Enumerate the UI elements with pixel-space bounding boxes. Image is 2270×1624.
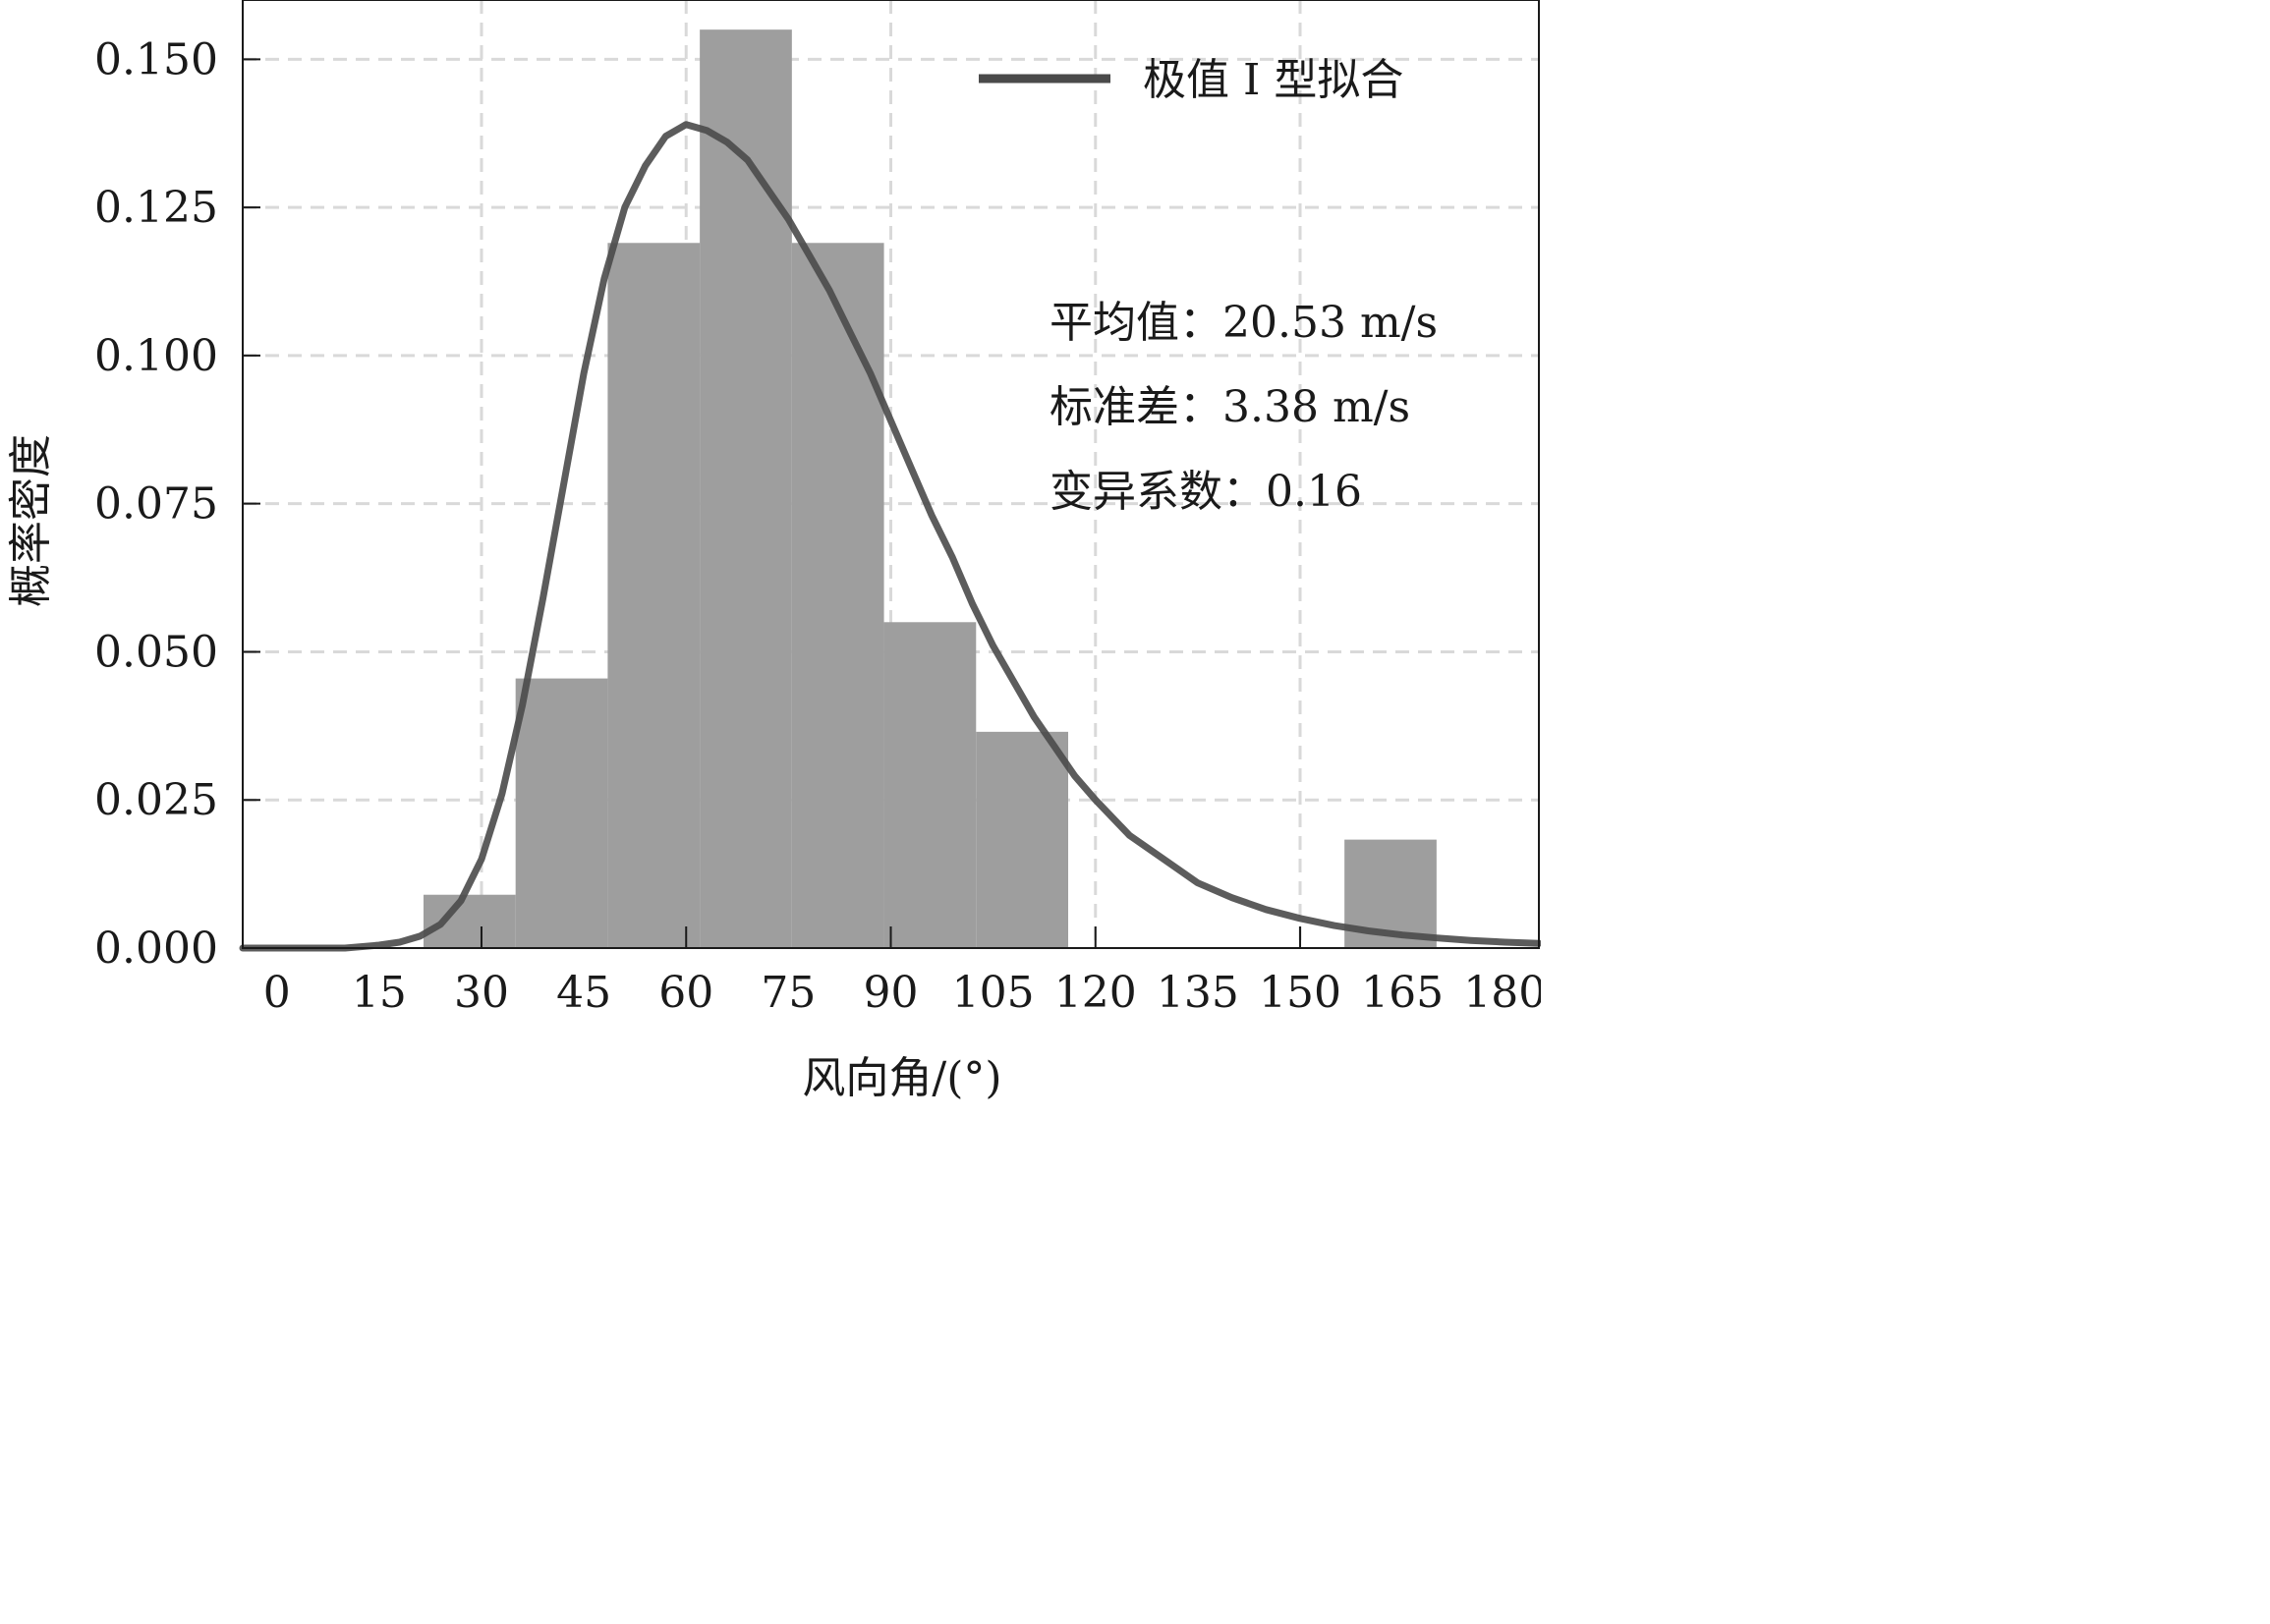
x-tick-label-6: 90 — [864, 968, 919, 1018]
x-tick-label-10: 150 — [1259, 968, 1341, 1018]
x-tick-label-8: 120 — [1054, 968, 1137, 1018]
chart: 0 15 30 45 60 75 90 105 120 135 150 165 180 0.0000.0… — [6, 0, 1541, 1103]
histogram-bar-0 — [423, 894, 516, 948]
histogram-bar-4 — [791, 243, 884, 948]
y-axis-ticks: 0.000 0.025 0.050 0.075 0.100 0.125 0.150 — [94, 34, 260, 974]
x-tick-label-11: 165 — [1361, 968, 1444, 1018]
y-tick-label-1: 0.025 — [94, 775, 218, 825]
y-tick-label-5: 0.125 — [94, 183, 218, 233]
x-tick-label-7: 105 — [952, 968, 1035, 1018]
x-axis-ticks: 0 15 30 45 60 75 90 105 120 135 150 165 180 — [263, 926, 1541, 1018]
legend: 极值 I 型拟合 — [979, 55, 1403, 105]
y-tick-label-2: 0.050 — [94, 627, 218, 677]
x-tick-label-1: 15 — [352, 968, 407, 1018]
legend-label: 极值 I 型拟合 — [1143, 55, 1403, 105]
annotation-cv: 变异系数：0.16 — [1050, 467, 1362, 517]
x-tick-label-4: 60 — [658, 968, 713, 1018]
histogram-bars — [423, 29, 1437, 948]
fit-curve-group — [239, 121, 1541, 952]
x-tick-label-2: 30 — [454, 968, 509, 1018]
y-tick-label-6: 0.150 — [94, 34, 218, 84]
y-tick-label-3: 0.075 — [94, 479, 218, 530]
histogram-bar-1 — [515, 678, 608, 948]
x-tick-label-0: 0 — [263, 968, 291, 1018]
x-tick-label-9: 135 — [1157, 968, 1239, 1018]
annotation-std: 标准差：3.38 m/s — [1050, 382, 1410, 432]
histogram-bar-2 — [607, 243, 701, 948]
x-axis-title: 风向角/(°) — [802, 1053, 1001, 1103]
annotation-mean: 平均值：20.53 m/s — [1050, 298, 1438, 348]
fit-curve-line — [239, 121, 1541, 952]
x-tick-label-12: 180 — [1463, 968, 1541, 1018]
histogram-bar-3 — [700, 29, 792, 948]
y-axis-title: 概率密度 — [6, 434, 56, 607]
y-tick-label-4: 0.100 — [94, 331, 218, 381]
x-tick-label-5: 75 — [761, 968, 816, 1018]
histogram-bar-6 — [976, 731, 1068, 948]
stats-annotations: 平均值：20.53 m/s 标准差：3.38 m/s 变异系数：0.16 — [1050, 298, 1438, 517]
histogram-bar-5 — [883, 622, 977, 948]
x-tick-label-3: 45 — [556, 968, 611, 1018]
y-tick-label-0: 0.000 — [94, 924, 218, 974]
grid-lines — [243, 0, 1539, 948]
